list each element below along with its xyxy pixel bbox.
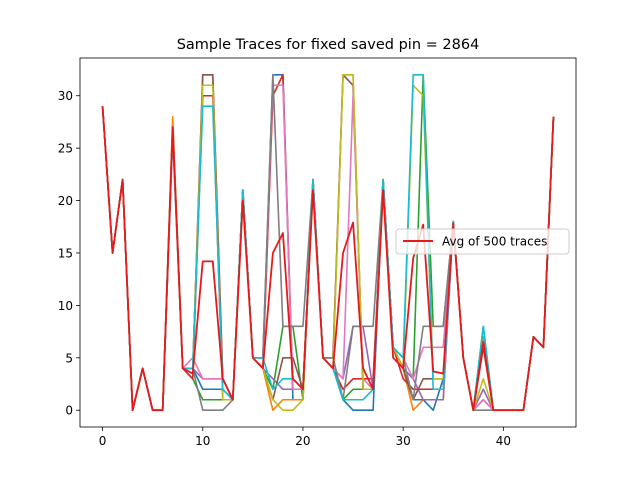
y-tick-label: 0 — [65, 404, 73, 418]
chart-title: Sample Traces for fixed saved pin = 2864 — [177, 37, 480, 53]
x-tick-label: 10 — [195, 434, 210, 448]
y-tick-label: 15 — [58, 246, 73, 260]
x-tick-label: 40 — [496, 434, 511, 448]
legend: Avg of 500 traces — [395, 228, 570, 255]
plot-area-frame — [79, 57, 577, 428]
legend-box — [395, 228, 570, 255]
y-tick-label: 5 — [65, 351, 73, 365]
average-trace — [101, 106, 555, 412]
average-trace-line — [101, 106, 555, 412]
y-axis: 0 5 10 15 20 25 30 — [58, 89, 80, 418]
y-tick-label: 10 — [58, 299, 73, 313]
x-tick-label: 30 — [396, 434, 411, 448]
y-tick-label: 20 — [58, 194, 73, 208]
x-tick-label: 0 — [99, 434, 107, 448]
x-axis: 0 10 20 30 40 — [99, 427, 511, 448]
legend-label: Avg of 500 traces — [442, 235, 547, 249]
x-tick-label: 20 — [295, 434, 310, 448]
y-tick-label: 25 — [58, 142, 73, 156]
y-tick-label: 30 — [58, 89, 73, 103]
